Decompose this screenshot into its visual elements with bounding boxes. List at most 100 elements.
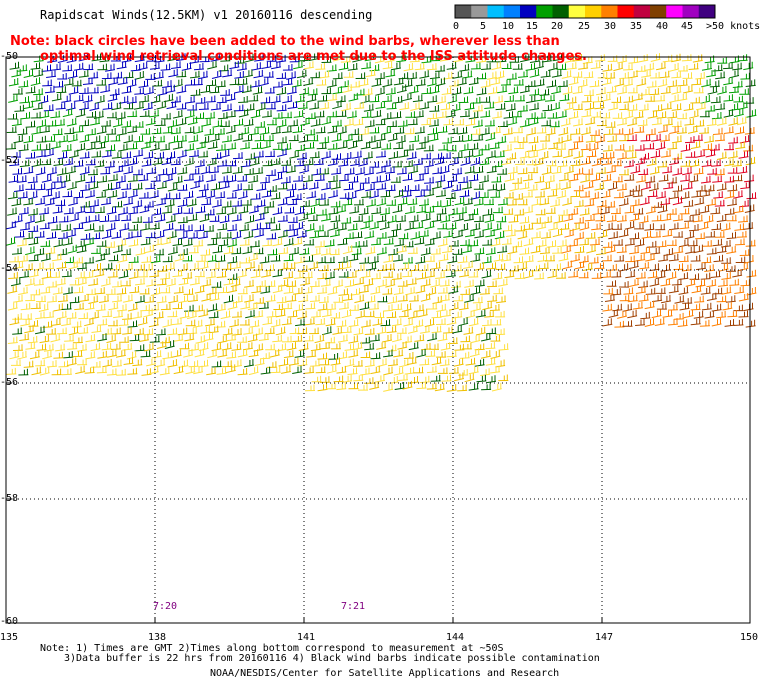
wind-barb — [188, 294, 199, 302]
wind-barb — [457, 126, 468, 135]
wind-barb — [371, 238, 382, 246]
wind-barb — [445, 109, 456, 118]
wind-barb — [650, 71, 661, 79]
wind-barb — [68, 86, 79, 95]
wind-barb — [634, 222, 644, 230]
wind-barb — [667, 303, 678, 311]
wind-barb — [604, 151, 615, 160]
wind-barb — [75, 205, 86, 214]
wind-barb — [75, 365, 86, 375]
wind-barb — [68, 260, 79, 270]
wind-barb — [480, 79, 491, 88]
wind-barb — [198, 231, 209, 239]
wind-barb — [435, 64, 446, 72]
wind-barb — [684, 136, 696, 144]
wind-barb — [236, 269, 247, 278]
wind-barb — [186, 310, 198, 320]
wind-barb — [129, 334, 140, 342]
wind-barb — [102, 262, 113, 270]
wind-barb — [189, 70, 200, 79]
wind-barb — [405, 286, 416, 296]
wind-barb — [237, 368, 248, 376]
wind-barb — [591, 272, 602, 279]
wind-barb — [727, 310, 738, 318]
wind-barb — [413, 366, 424, 374]
wind-barb — [446, 350, 457, 358]
wind-barb — [123, 262, 134, 271]
wind-barb — [573, 167, 584, 176]
wind-barb — [266, 118, 278, 126]
wind-barb — [536, 239, 547, 248]
wind-barb — [253, 150, 264, 158]
wind-barb — [506, 152, 517, 160]
wind-barb — [468, 111, 479, 120]
wind-barb — [512, 177, 523, 184]
wind-barb — [419, 101, 430, 110]
wind-barb — [194, 224, 205, 232]
wind-barb — [503, 208, 514, 215]
wind-barb — [251, 142, 262, 150]
wind-barb — [412, 94, 423, 103]
wind-barb — [177, 216, 188, 224]
wind-barb — [656, 240, 667, 248]
wind-barb — [394, 238, 405, 247]
wind-barb — [726, 231, 737, 240]
wind-barb — [468, 270, 479, 278]
wind-barb — [293, 174, 304, 182]
wind-barb — [391, 272, 402, 280]
wind-barb — [155, 119, 166, 126]
wind-barb — [484, 214, 495, 223]
wind-barb — [321, 150, 332, 160]
wind-barb — [745, 239, 756, 247]
wind-barb — [690, 140, 701, 150]
wind-barb — [321, 309, 332, 318]
wind-barb — [201, 198, 212, 206]
wind-barb — [71, 320, 82, 328]
wind-barb — [289, 150, 300, 159]
wind-barb — [326, 364, 337, 374]
wind-barb — [127, 157, 138, 166]
wind-barb — [594, 101, 605, 110]
wind-barb — [366, 198, 377, 208]
wind-barb — [60, 174, 71, 183]
wind-barb — [330, 200, 341, 208]
wind-barb — [579, 207, 590, 216]
wind-barb — [440, 263, 451, 272]
wind-barb — [506, 72, 517, 80]
wind-barb — [498, 343, 509, 351]
wind-barb — [267, 185, 278, 192]
wind-barb — [491, 318, 502, 326]
wind-barb — [657, 78, 668, 88]
wind-barb — [614, 78, 625, 87]
wind-barb — [156, 197, 167, 206]
wind-barb — [44, 85, 55, 94]
wind-barb — [128, 256, 139, 263]
wind-barb — [685, 278, 696, 287]
wind-barb — [283, 237, 294, 247]
wind-barb — [348, 175, 359, 183]
wind-barb — [272, 80, 284, 88]
wind-barb — [52, 286, 63, 295]
wind-barb — [255, 199, 266, 208]
wind-barb — [613, 191, 624, 199]
wind-barb — [132, 358, 143, 367]
wind-barb — [651, 309, 662, 319]
wind-barb — [603, 128, 614, 135]
wind-barb — [162, 206, 173, 214]
wind-barb — [529, 102, 540, 111]
wind-barb — [724, 158, 735, 167]
wind-barb — [595, 54, 606, 62]
wind-barb — [718, 262, 729, 272]
wind-barb — [440, 102, 451, 111]
wind-barb — [172, 141, 183, 150]
wind-barb — [346, 270, 357, 279]
wind-barb — [485, 342, 496, 350]
wind-barb — [315, 192, 326, 200]
wind-barb — [528, 150, 539, 159]
wind-barb — [138, 173, 149, 182]
wind-barb — [38, 303, 49, 312]
wind-barb — [80, 200, 91, 208]
wind-barb — [319, 101, 330, 110]
wind-barb — [430, 261, 441, 270]
wind-barb — [427, 127, 438, 136]
